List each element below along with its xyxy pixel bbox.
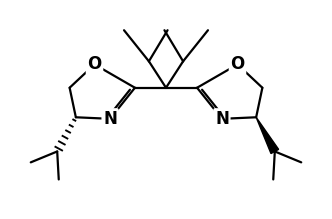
Text: N: N bbox=[103, 110, 117, 128]
Text: N: N bbox=[215, 110, 229, 128]
Text: O: O bbox=[230, 55, 245, 73]
Text: O: O bbox=[87, 55, 102, 73]
Polygon shape bbox=[256, 117, 279, 154]
